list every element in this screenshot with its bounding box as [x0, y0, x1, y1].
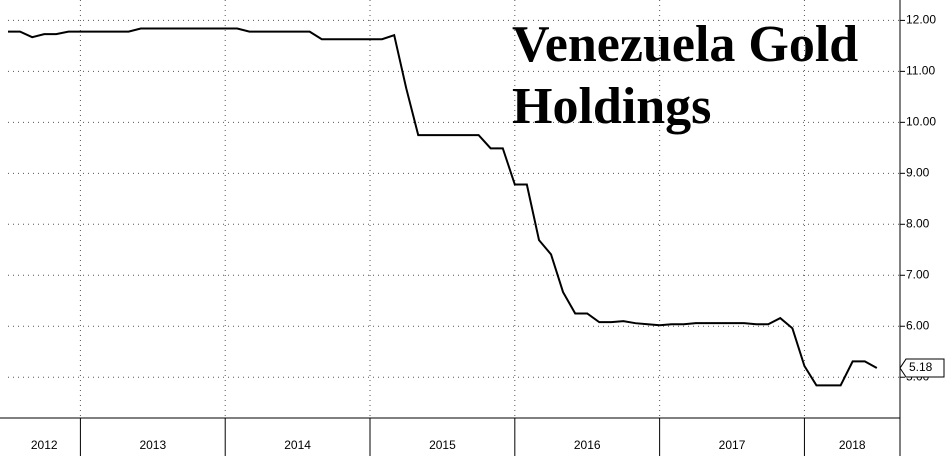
x-tick-label: 2013	[139, 438, 166, 452]
last-value-tag	[899, 358, 945, 378]
x-tick-label: 2016	[574, 438, 601, 452]
x-tick-label: 2014	[284, 438, 311, 452]
y-tick-label: 12.00	[906, 13, 936, 27]
x-tick-label: 2017	[719, 438, 746, 452]
last-value-label: 5.18	[909, 360, 933, 374]
y-tick-label: 10.00	[906, 115, 936, 129]
x-tick-label: 2012	[31, 438, 58, 452]
line	[8, 27, 878, 387]
y-tick-label: 7.00	[906, 267, 930, 281]
x-tick-label: 2015	[429, 438, 456, 452]
y-tick-label: 8.00	[906, 216, 930, 230]
y-tick-label: 9.00	[906, 165, 930, 179]
y-tick-label: 6.00	[906, 318, 930, 332]
y-tick-label: 11.00	[906, 64, 935, 78]
chart-title: Venezuela Gold Holdings	[512, 16, 859, 135]
x-tick-label: 2018	[839, 438, 866, 452]
